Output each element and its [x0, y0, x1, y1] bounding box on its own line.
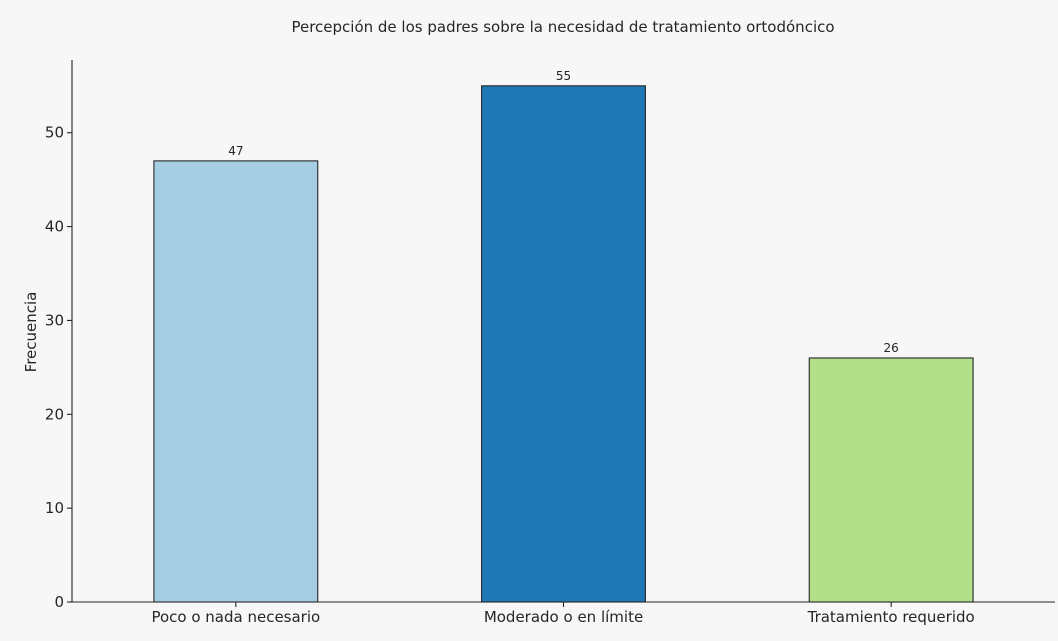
x-axis-ticks: Poco o nada necesario Moderado o en límit… [151, 602, 975, 626]
y-axis-label: Frecuencia [22, 292, 40, 373]
bars: 47 55 26 [153, 69, 974, 603]
y-tick-label: 20 [45, 405, 64, 423]
bar-value-label: 55 [556, 69, 571, 83]
y-axis-ticks: 0 10 20 30 40 50 [45, 124, 72, 611]
y-tick-label: 10 [45, 499, 64, 517]
y-tick-label: 30 [45, 311, 64, 329]
x-tick-label: Poco o nada necesario [151, 608, 320, 626]
y-tick-label: 50 [45, 124, 64, 142]
bar-value-label: 47 [228, 144, 243, 158]
chart-title: Percepción de los padres sobre la necesi… [291, 18, 834, 36]
bar-value-label: 26 [884, 341, 899, 355]
y-tick-label: 0 [54, 593, 64, 611]
x-tick-label: Tratamiento requerido [807, 608, 975, 626]
bar-1 [153, 160, 319, 603]
bar-3 [808, 357, 974, 603]
y-tick-label: 40 [45, 218, 64, 236]
x-tick-label: Moderado o en límite [484, 608, 643, 626]
bar-2 [481, 85, 646, 603]
